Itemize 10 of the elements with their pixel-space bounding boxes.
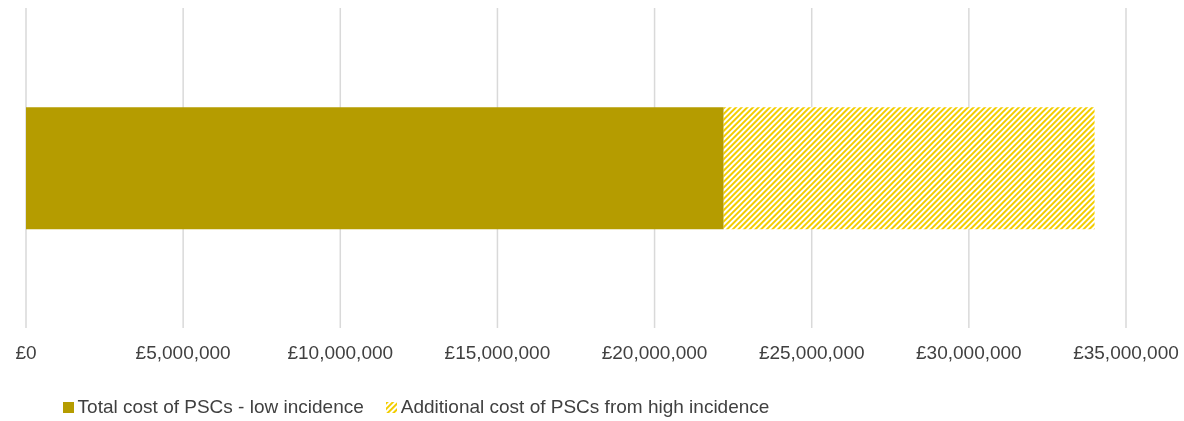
x-tick-label: £20,000,000	[601, 342, 708, 364]
x-tick-label: £35,000,000	[1073, 342, 1179, 364]
legend-label: Total cost of PSCs - low incidence	[77, 396, 364, 418]
legend-label: Additional cost of PSCs from high incidence	[400, 396, 770, 418]
x-tick-label: £10,000,000	[287, 342, 394, 364]
x-tick-label: £5,000,000	[135, 342, 231, 364]
x-tick-label: £0	[15, 342, 37, 364]
x-tick-label: £30,000,000	[916, 342, 1022, 364]
x-tick-label: £25,000,000	[758, 342, 865, 364]
x-tick-label: £15,000,000	[444, 342, 551, 364]
